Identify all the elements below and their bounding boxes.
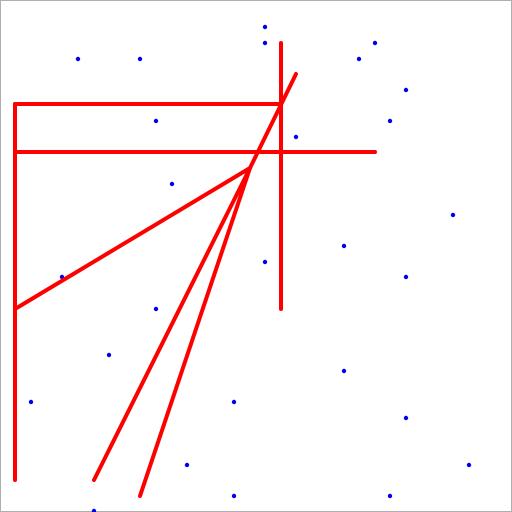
dot-8[interactable] [387,118,393,124]
dot-23[interactable] [466,462,472,468]
line-segment-7 [138,166,252,498]
dot-0[interactable] [262,24,268,30]
dot-6[interactable] [403,87,409,93]
dot-5[interactable] [356,56,362,62]
dot-22[interactable] [184,462,190,468]
dots-layer [28,24,472,512]
dot-1[interactable] [262,40,268,46]
line-segment-5 [13,166,252,311]
dot-4[interactable] [137,56,143,62]
dot-21[interactable] [403,415,409,421]
dot-24[interactable] [231,493,237,499]
dot-9[interactable] [293,134,299,140]
dot-20[interactable] [231,399,237,405]
dot-13[interactable] [262,259,268,265]
line-segment-4 [248,72,298,170]
dot-18[interactable] [341,368,347,374]
dot-3[interactable] [75,56,81,62]
dot-2[interactable] [372,40,378,46]
dot-17[interactable] [106,352,112,358]
dot-19[interactable] [28,399,34,405]
dot-11[interactable] [450,212,456,218]
dot-12[interactable] [341,243,347,249]
dot-7[interactable] [153,118,159,124]
dot-26[interactable] [91,508,97,512]
lines-layer [13,41,377,498]
dot-15[interactable] [403,274,409,280]
line-segment-6 [92,166,252,482]
dot-25[interactable] [387,493,393,499]
dot-10[interactable] [169,181,175,187]
dot-16[interactable] [153,306,159,312]
